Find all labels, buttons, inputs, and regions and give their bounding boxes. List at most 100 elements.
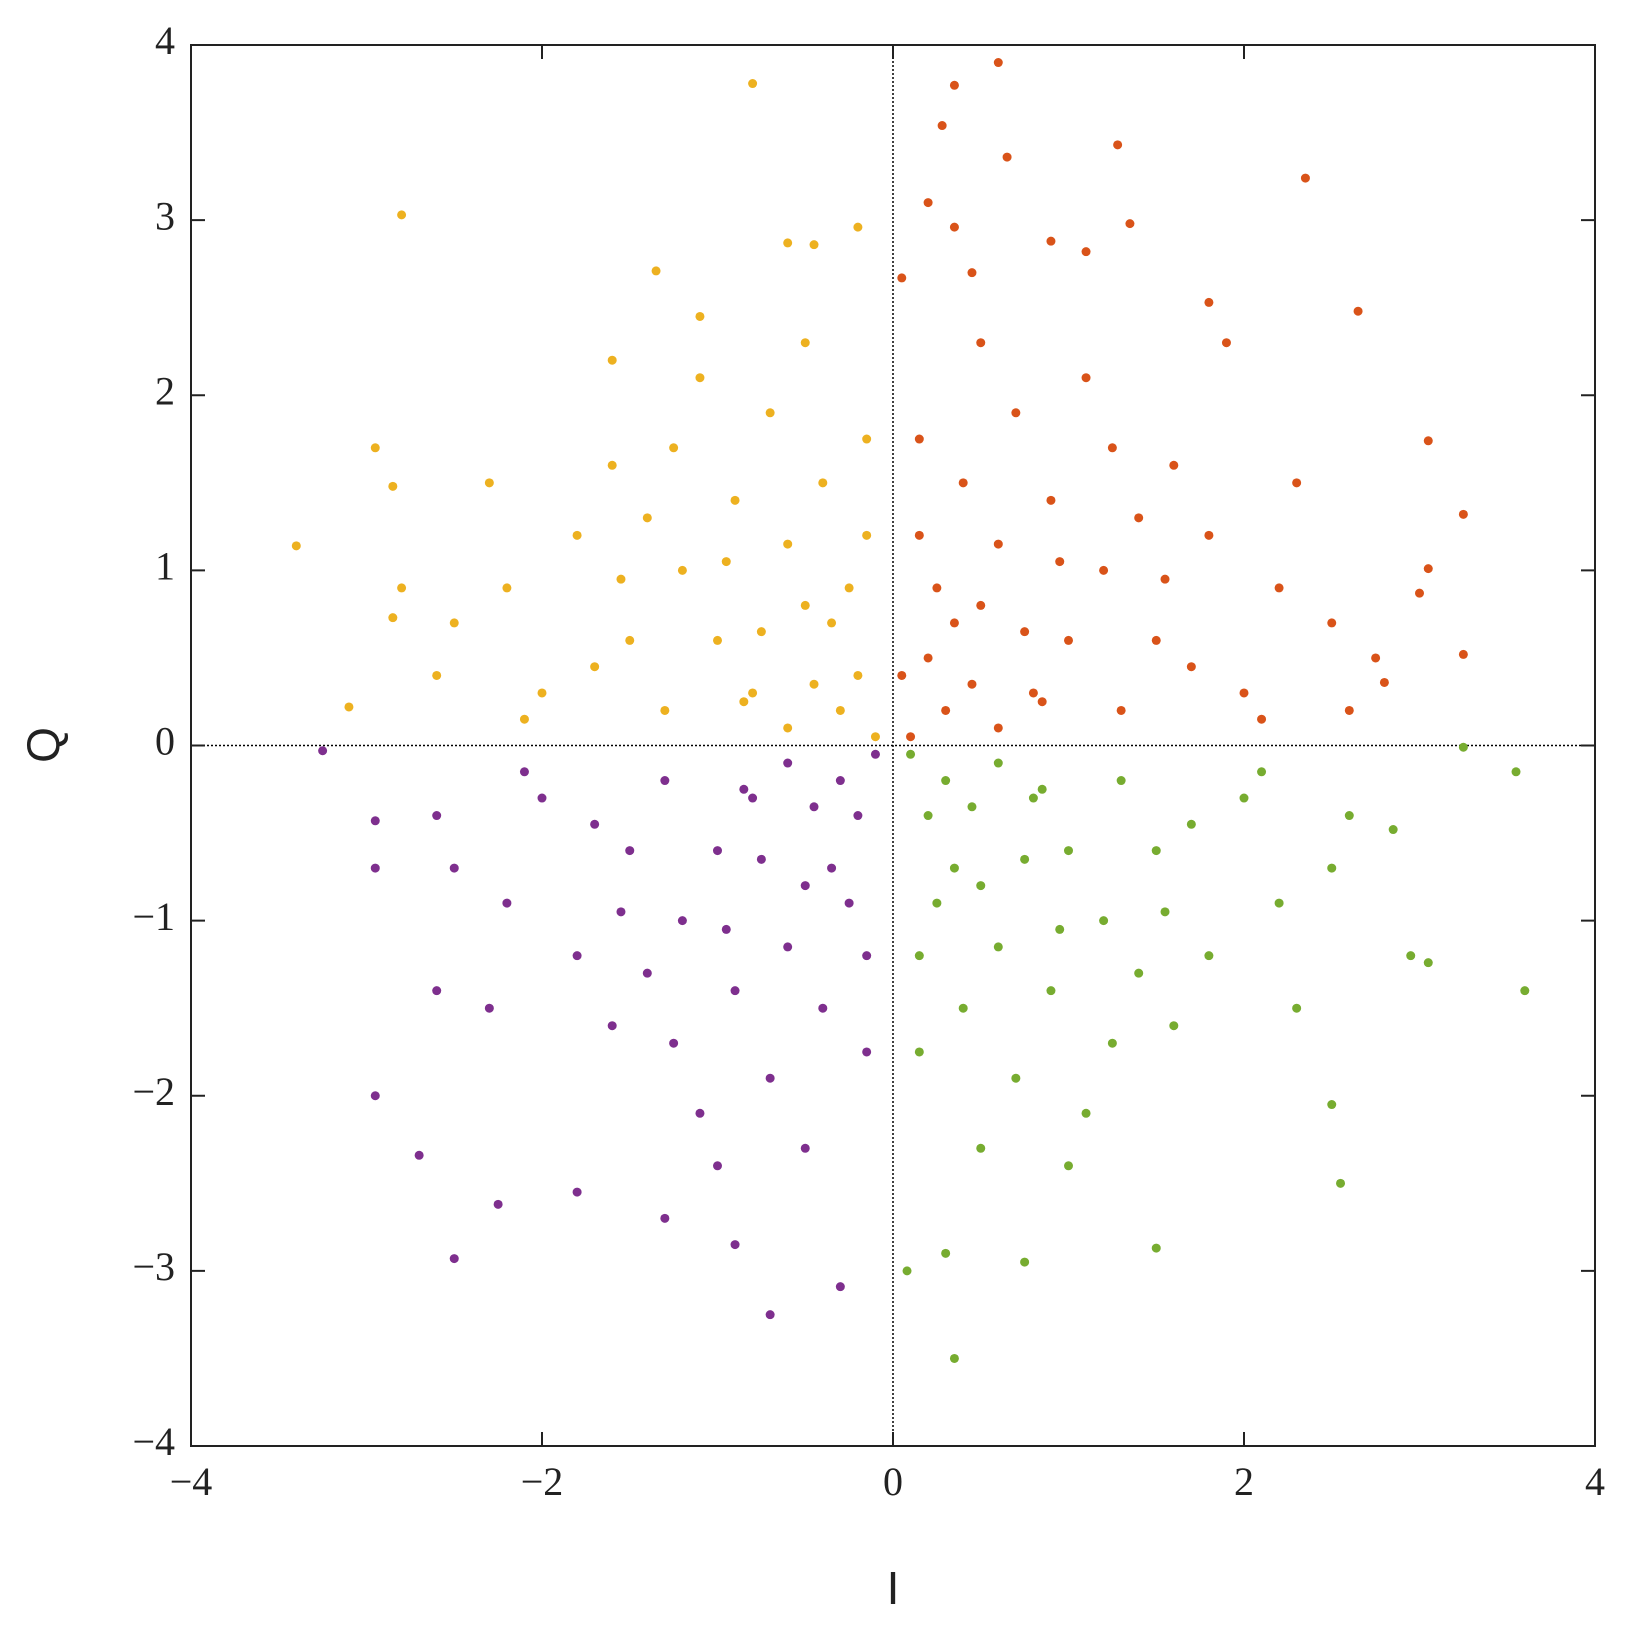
point bbox=[1458, 742, 1468, 752]
point bbox=[713, 635, 722, 645]
point bbox=[1160, 907, 1170, 917]
point bbox=[835, 705, 845, 715]
point bbox=[800, 338, 810, 348]
point bbox=[1081, 1108, 1091, 1118]
point bbox=[1151, 635, 1161, 645]
point bbox=[642, 968, 652, 978]
point bbox=[1151, 1243, 1161, 1253]
point bbox=[1116, 705, 1126, 715]
point bbox=[748, 79, 758, 89]
point bbox=[1344, 705, 1354, 715]
point bbox=[721, 557, 731, 567]
point bbox=[1204, 951, 1214, 961]
y-tick-label: 4 bbox=[155, 18, 175, 63]
point bbox=[1081, 247, 1091, 257]
point bbox=[1292, 478, 1302, 488]
point bbox=[1423, 564, 1433, 574]
point bbox=[502, 583, 512, 593]
point bbox=[862, 530, 872, 540]
point bbox=[914, 1047, 924, 1057]
point bbox=[941, 705, 951, 715]
point bbox=[730, 495, 740, 505]
point bbox=[1327, 1100, 1337, 1110]
point bbox=[1415, 588, 1424, 598]
point bbox=[906, 732, 916, 742]
point bbox=[949, 618, 959, 628]
point bbox=[765, 1073, 775, 1083]
point bbox=[1327, 863, 1337, 873]
point bbox=[783, 723, 793, 733]
x-tick-label: −4 bbox=[170, 1459, 213, 1504]
point bbox=[1160, 574, 1170, 584]
point bbox=[941, 776, 951, 786]
point bbox=[1046, 495, 1056, 505]
point bbox=[502, 898, 512, 908]
point bbox=[1371, 653, 1381, 663]
point bbox=[660, 776, 670, 786]
point bbox=[432, 986, 442, 996]
point bbox=[853, 222, 863, 232]
point bbox=[1458, 649, 1468, 659]
point bbox=[1169, 1021, 1179, 1031]
y-axis-label: Q bbox=[17, 727, 69, 763]
point bbox=[835, 776, 845, 786]
point bbox=[862, 434, 872, 444]
point bbox=[1107, 443, 1117, 453]
point bbox=[537, 688, 547, 698]
point bbox=[906, 749, 916, 759]
point bbox=[1055, 924, 1065, 934]
point bbox=[1274, 583, 1284, 593]
point bbox=[721, 924, 731, 934]
point bbox=[800, 600, 810, 610]
point bbox=[388, 481, 398, 491]
point bbox=[1020, 854, 1030, 864]
point bbox=[484, 1003, 494, 1013]
point bbox=[590, 819, 600, 829]
point bbox=[432, 811, 442, 821]
point bbox=[1379, 677, 1389, 687]
point bbox=[800, 881, 810, 891]
point bbox=[941, 1248, 951, 1258]
point bbox=[519, 714, 529, 724]
x-axis-label: I bbox=[887, 1562, 900, 1614]
point bbox=[1292, 1003, 1302, 1013]
point bbox=[937, 121, 947, 131]
point bbox=[809, 679, 819, 689]
point bbox=[493, 1199, 503, 1209]
point bbox=[1388, 825, 1398, 835]
point bbox=[870, 749, 880, 759]
point bbox=[291, 541, 301, 551]
point bbox=[607, 1021, 617, 1031]
point bbox=[976, 338, 986, 348]
point bbox=[432, 670, 442, 680]
point bbox=[1011, 1073, 1021, 1083]
point bbox=[1099, 916, 1109, 926]
x-tick-label: 4 bbox=[1585, 1459, 1605, 1504]
point bbox=[748, 793, 758, 803]
point bbox=[1046, 986, 1056, 996]
point bbox=[902, 1266, 912, 1276]
point bbox=[818, 1003, 828, 1013]
point bbox=[809, 240, 819, 250]
point bbox=[607, 460, 617, 470]
point bbox=[449, 1254, 459, 1264]
point bbox=[370, 1091, 380, 1101]
point bbox=[1336, 1178, 1346, 1188]
point bbox=[713, 846, 722, 856]
point bbox=[537, 793, 547, 803]
point bbox=[669, 1038, 679, 1048]
point bbox=[660, 1213, 670, 1223]
point bbox=[370, 863, 380, 873]
point bbox=[949, 863, 959, 873]
point bbox=[844, 583, 854, 593]
point bbox=[818, 478, 828, 488]
point bbox=[1107, 1038, 1117, 1048]
point bbox=[1520, 986, 1530, 996]
point bbox=[783, 539, 793, 549]
point bbox=[572, 1187, 582, 1197]
point bbox=[572, 951, 582, 961]
point bbox=[923, 198, 933, 208]
point bbox=[835, 1282, 845, 1292]
y-tick-label: −2 bbox=[132, 1069, 175, 1114]
